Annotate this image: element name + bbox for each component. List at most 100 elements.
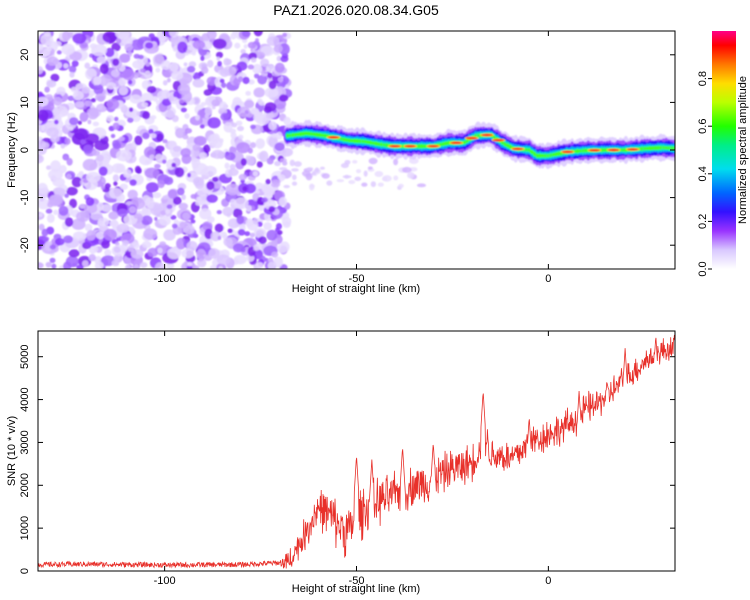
heatmap-noise-cell xyxy=(101,178,106,183)
heatmap-noise-cell xyxy=(252,63,263,74)
heatmap-noise-cell xyxy=(69,198,77,209)
heatmap-noise-cell xyxy=(258,236,267,245)
heatmap-signal-cell xyxy=(549,152,552,158)
heatmap-noise-cell xyxy=(255,38,259,43)
heatmap-noise-cell xyxy=(133,264,140,269)
heatmap-signal-cell xyxy=(317,132,322,137)
heatmap-noise-cell xyxy=(104,183,111,189)
heatmap-noise-cell xyxy=(81,86,91,94)
spectrogram-x-tick-label: -100 xyxy=(154,273,176,285)
heatmap-noise-cell xyxy=(268,120,277,131)
heatmap-noise-cell xyxy=(38,140,47,149)
heatmap-noise-cell xyxy=(203,89,213,96)
heatmap-peak-cell xyxy=(327,136,339,139)
heatmap-noise-cell xyxy=(280,147,293,157)
snr-y-tick-label: 4000 xyxy=(19,387,31,411)
heatmap-signal-cell xyxy=(348,138,351,143)
heatmap-noise-cell xyxy=(72,33,87,44)
heatmap-noise-cell xyxy=(206,181,215,191)
heatmap-noise-cell xyxy=(69,117,79,126)
heatmap-signal-cell xyxy=(441,142,445,146)
heatmap-noise-cell xyxy=(91,150,101,157)
heatmap-noise-cell xyxy=(207,117,221,129)
heatmap-noise-cell xyxy=(203,144,211,153)
heatmap-noise-cell xyxy=(200,169,206,176)
heatmap-noise-cell xyxy=(38,155,43,161)
heatmap-noise-cell xyxy=(240,158,247,166)
heatmap-noise-cell xyxy=(283,184,290,189)
spectrogram-y-tick-label: 20 xyxy=(19,49,31,61)
heatmap-noise-cell xyxy=(202,165,217,177)
heatmap-noise-cell xyxy=(212,177,219,183)
colorbar-tick-label: 0.2 xyxy=(697,214,709,229)
heatmap-noise-cell xyxy=(193,135,207,146)
heatmap-signal-cell xyxy=(313,132,316,137)
heatmap-noise-cell xyxy=(69,71,75,78)
heatmap-noise-cell xyxy=(240,49,246,54)
heatmap-signal-cell xyxy=(557,151,561,156)
spectrogram-x-tick-label: -50 xyxy=(349,273,365,285)
heatmap-signal-cell xyxy=(417,143,421,149)
heatmap-noise-cell xyxy=(96,202,104,211)
heatmap-noise-cell xyxy=(97,217,110,227)
heatmap-signal-cell xyxy=(340,137,343,141)
heatmap-noise-cell xyxy=(283,116,291,126)
heatmap-noise-cell xyxy=(38,66,44,75)
heatmap-signal-cell xyxy=(286,133,289,138)
heatmap-noise-cell xyxy=(196,248,207,260)
heatmap-noise-cell xyxy=(150,115,157,120)
heatmap-noise-cell xyxy=(255,138,266,149)
heatmap-noise-cell xyxy=(245,90,251,96)
heatmap-noise-cell xyxy=(270,181,281,188)
heatmap-noise-cell xyxy=(84,223,93,232)
heatmap-signal-cell xyxy=(342,137,346,142)
heatmap-signal-cell xyxy=(463,140,467,145)
heatmap-noise-cell xyxy=(398,183,404,188)
heatmap-noise-cell xyxy=(154,216,158,221)
heatmap-peak-cell xyxy=(404,144,416,148)
heatmap-noise-cell xyxy=(154,163,161,169)
heatmap-noise-cell xyxy=(228,168,239,177)
heatmap-noise-cell xyxy=(166,159,176,170)
heatmap-noise-cell xyxy=(274,142,285,152)
heatmap-noise-cell xyxy=(64,217,74,227)
heatmap-noise-cell xyxy=(200,55,205,61)
heatmap-noise-cell xyxy=(112,174,120,182)
heatmap-noise-cell xyxy=(257,98,263,105)
heatmap-noise-cell xyxy=(70,86,78,93)
heatmap-noise-cell xyxy=(264,102,277,112)
heatmap-noise-cell xyxy=(277,174,286,181)
heatmap-noise-cell xyxy=(111,42,121,52)
heatmap-noise-cell xyxy=(124,43,133,52)
heatmap-signal-cell xyxy=(667,146,671,151)
heatmap-noise-cell xyxy=(253,87,265,98)
heatmap-noise-cell xyxy=(106,115,115,122)
heatmap-noise-cell xyxy=(223,69,230,74)
heatmap-noise-cell xyxy=(141,215,153,226)
heatmap-signal-cell xyxy=(291,132,295,138)
snr-x-tick-label: -100 xyxy=(154,575,176,587)
heatmap-noise-cell xyxy=(96,104,103,111)
heatmap-noise-cell xyxy=(41,228,49,237)
heatmap-noise-cell xyxy=(84,100,93,107)
heatmap-noise-cell xyxy=(224,152,236,161)
heatmap-noise-cell xyxy=(145,42,154,49)
heatmap-noise-cell xyxy=(93,76,102,86)
heatmap-peak-cell xyxy=(389,144,401,148)
heatmap-noise-cell xyxy=(145,61,151,67)
heatmap-noise-cell xyxy=(220,112,230,121)
heatmap-signal-cell xyxy=(369,140,373,145)
heatmap-noise-cell xyxy=(155,145,165,153)
chart-title: PAZ1.2026.020.08.34.G05 xyxy=(273,2,439,18)
heatmap-noise-cell xyxy=(185,46,197,55)
heatmap-noise-cell xyxy=(46,127,59,138)
heatmap-noise-cell xyxy=(218,265,224,269)
heatmap-noise-cell xyxy=(190,194,197,199)
heatmap-noise-cell xyxy=(301,170,311,177)
heatmap-signal-cell xyxy=(602,147,606,153)
heatmap-signal-cell xyxy=(581,148,585,153)
heatmap-signal-cell xyxy=(664,145,668,150)
heatmap-signal-cell xyxy=(525,147,528,152)
heatmap-noise-cell xyxy=(152,53,165,66)
